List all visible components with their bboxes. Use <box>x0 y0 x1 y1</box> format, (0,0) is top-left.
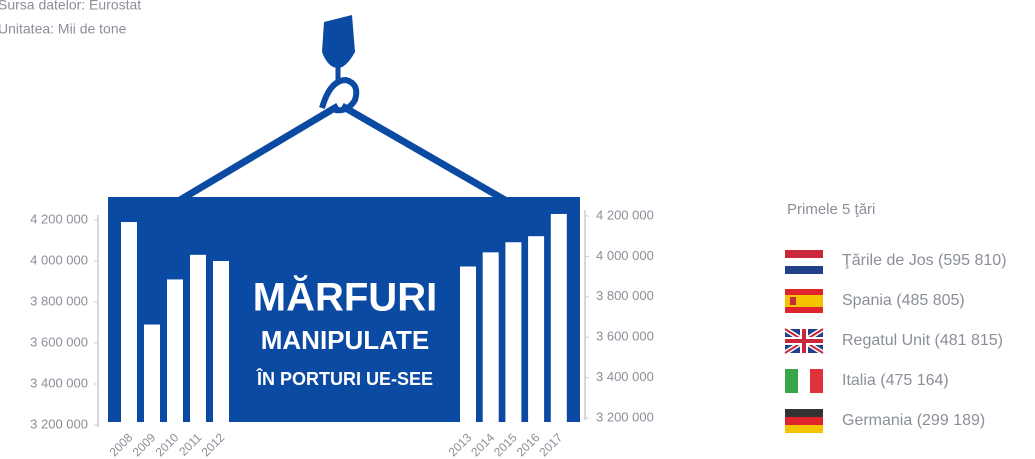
bar <box>482 252 499 422</box>
source: Sursa datelor: Eurostat <box>0 0 141 13</box>
flag-de <box>785 409 823 433</box>
y-tick-label: 3 400 000 <box>30 375 88 390</box>
y-tick-label: 3 200 000 <box>30 416 88 431</box>
flag-it <box>785 369 823 393</box>
unit: Unitatea: Mii de tone <box>0 21 127 37</box>
x-tick-label: 2013 <box>446 430 475 459</box>
y-tick-label: 3 800 000 <box>30 293 88 308</box>
legend-entry: Ţările de Jos (595 810) <box>842 252 1007 269</box>
rope <box>340 102 507 204</box>
bar <box>213 261 229 422</box>
x-tick-label: 2012 <box>199 430 228 459</box>
x-tick-label: 2011 <box>176 430 204 458</box>
bar <box>121 222 137 422</box>
y2-tick-label: 3 600 000 <box>596 329 654 344</box>
legend-entry: Italia (475 164) <box>842 372 949 389</box>
x-tick-label: 2014 <box>468 430 497 459</box>
title-line: MANIPULATE <box>261 325 430 355</box>
y-tick-label: 4 000 000 <box>30 252 88 267</box>
y2-tick-label: 3 400 000 <box>596 369 654 384</box>
bar <box>550 213 567 422</box>
y2-tick-label: 3 200 000 <box>596 409 654 424</box>
y-tick-label: 4 200 000 <box>30 211 88 226</box>
y2-tick-label: 4 000 000 <box>596 248 654 263</box>
flag-uk <box>783 326 825 356</box>
hook-block <box>322 15 355 68</box>
flag-es <box>785 289 823 313</box>
legend-entry: Regatul Unit (481 815) <box>842 332 1003 349</box>
flag-nl <box>785 250 823 274</box>
x-tick-label: 2017 <box>536 430 565 459</box>
y-tick-label: 3 600 000 <box>30 334 88 349</box>
bar <box>190 254 206 422</box>
title-line: ÎN PORTURI UE-SEE <box>256 368 433 389</box>
container <box>108 197 580 422</box>
x-tick-label: 2016 <box>514 430 543 459</box>
legend-title: Primele 5 ţări <box>787 201 875 218</box>
legend-entry: Spania (485 805) <box>842 292 965 309</box>
bar <box>528 236 545 422</box>
bar <box>460 266 476 422</box>
bar <box>144 324 160 422</box>
hook <box>319 76 360 114</box>
legend-entry: Germania (299 189) <box>842 412 985 429</box>
y2-tick-label: 4 200 000 <box>596 207 654 222</box>
x-tick-label: 2015 <box>491 430 520 459</box>
x-tick-label: 2010 <box>153 430 182 459</box>
bar <box>167 279 183 422</box>
rope <box>178 102 340 204</box>
bar <box>505 242 522 422</box>
y2-tick-label: 3 800 000 <box>596 288 654 303</box>
x-tick-label: 2008 <box>107 430 136 459</box>
x-tick-label: 2009 <box>130 430 159 459</box>
title-line: MĂRFURI <box>253 275 437 320</box>
